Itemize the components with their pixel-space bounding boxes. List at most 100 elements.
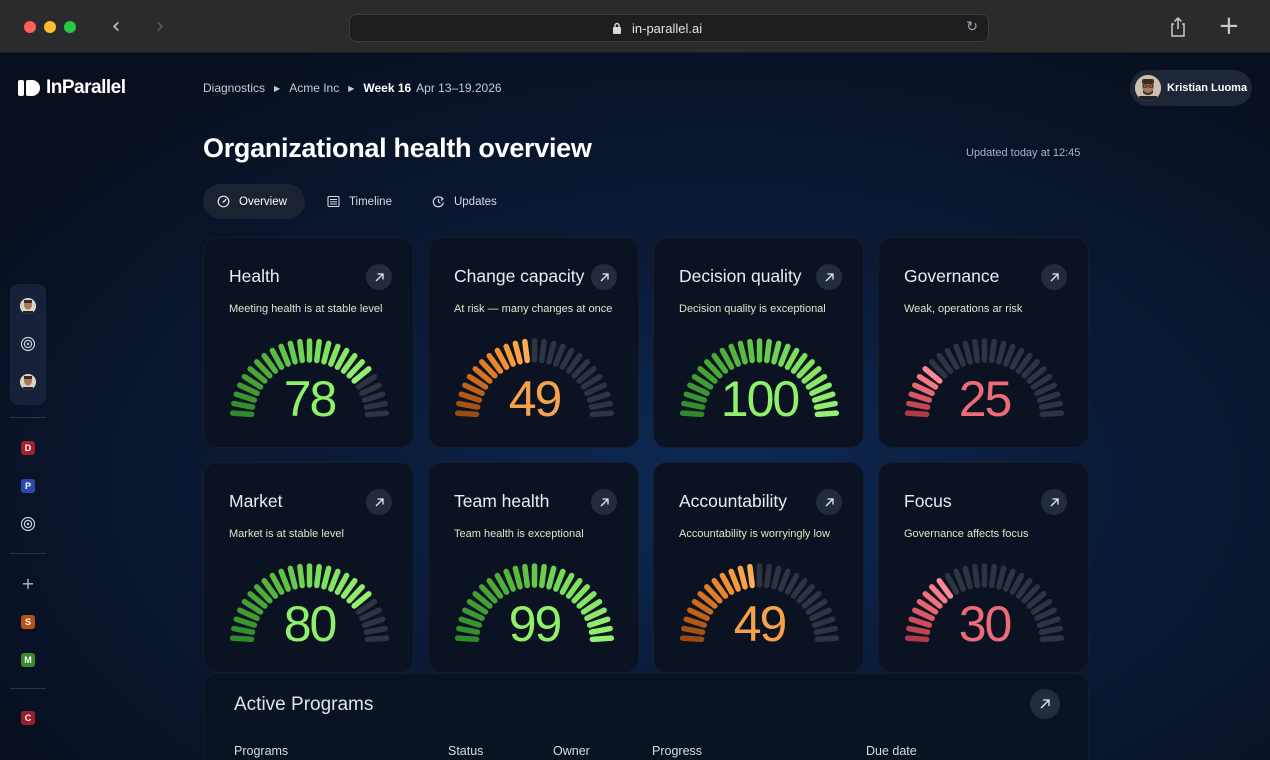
rail-target-item-2[interactable] (18, 514, 38, 534)
rail-item-m[interactable]: M (18, 650, 38, 670)
card-title: Team health (454, 491, 550, 511)
gauge-segment-empty (764, 563, 772, 589)
gauge-icon (217, 195, 230, 208)
open-card-button[interactable] (591, 264, 617, 290)
gauge-segment-filled (494, 347, 510, 370)
user-menu[interactable]: Kristian Luoma (1130, 70, 1252, 106)
brand-logo[interactable]: InParallel (18, 77, 126, 99)
column-header-due-date[interactable]: Due date (866, 744, 917, 758)
column-header-status[interactable]: Status (448, 744, 484, 758)
rail-user-avatar[interactable] (18, 296, 38, 316)
gauge-segment-filled (778, 343, 791, 367)
metric-card-change-capacity[interactable]: Change capacity At risk — many changes a… (428, 237, 639, 448)
gauge-segment-empty (1003, 343, 1016, 367)
rail-target-item[interactable] (18, 334, 38, 354)
avatar (20, 298, 36, 314)
new-tab-button[interactable]: + (1218, 11, 1240, 41)
rail-item-d[interactable]: D (18, 438, 38, 458)
metric-card-health[interactable]: Health Meeting health is at stable level… (203, 237, 414, 448)
gauge-segment-filled (233, 391, 258, 403)
gauge-segment-filled (462, 607, 485, 622)
column-header-programs[interactable]: Programs (234, 744, 289, 758)
tab-timeline[interactable]: Timeline (313, 184, 410, 219)
gauge-segment-filled (704, 359, 723, 379)
gauge-segment-filled (334, 347, 350, 370)
gauge-segment-empty (580, 373, 603, 390)
gauge-segment-filled (704, 584, 723, 604)
metric-card-accountability[interactable]: Accountability Accountability is worryin… (653, 462, 864, 673)
gauge-segment-filled (904, 635, 930, 643)
rail-divider (10, 417, 46, 418)
gauge-segment-empty (363, 625, 388, 635)
score-gauge (229, 563, 390, 643)
metric-card-decision-quality[interactable]: Decision quality Decision quality is exc… (653, 237, 864, 448)
arrow-up-right-icon (600, 272, 609, 281)
open-card-button[interactable] (366, 489, 392, 515)
open-card-button[interactable] (591, 489, 617, 515)
column-header-owner[interactable]: Owner (553, 744, 590, 758)
gauge-segment-filled (936, 577, 954, 599)
address-bar[interactable]: in-parallel.ai ↻ (349, 14, 989, 42)
open-card-button[interactable] (816, 264, 842, 290)
tab-updates[interactable]: Updates (418, 184, 515, 219)
column-header-progress[interactable]: Progress (652, 744, 703, 758)
gauge-segment-filled (679, 635, 705, 643)
reload-icon[interactable]: ↻ (966, 19, 978, 35)
breadcrumb-company[interactable]: Acme Inc (289, 81, 340, 95)
open-card-button[interactable] (1041, 489, 1067, 515)
score-value: 30 (958, 596, 1013, 652)
breadcrumb-diagnostics[interactable]: Diagnostics (203, 81, 266, 95)
gauge-segment-filled (297, 563, 305, 589)
rail-item-p[interactable]: P (18, 476, 38, 496)
rail-add-button[interactable]: + (18, 573, 38, 593)
gauge-segment-filled (553, 568, 566, 592)
gauge-segment-filled (472, 366, 493, 384)
gauge-segment-filled (503, 343, 516, 367)
open-card-button[interactable] (366, 264, 392, 290)
gauge-segment-filled (241, 373, 264, 390)
share-icon[interactable] (1168, 16, 1188, 38)
gauge-segment-empty (1021, 359, 1040, 379)
user-name: Kristian Luoma (1167, 82, 1248, 94)
metric-card-focus[interactable]: Focus Governance affects focus 30 (878, 462, 1089, 673)
gauge-segment-filled (472, 591, 493, 609)
rail-user-avatar-2[interactable] (18, 372, 38, 392)
rail-item-s[interactable]: S (18, 612, 38, 632)
timeline-icon (327, 195, 340, 208)
gauge-segment-empty (790, 577, 808, 599)
tab-overview[interactable]: Overview (203, 184, 305, 219)
gauge-segment-filled (458, 616, 483, 628)
gauge-segment-empty (588, 400, 613, 410)
gauge-segment-filled (229, 410, 255, 418)
metric-card-governance[interactable]: Governance Weak, operations ar risk 25 (878, 237, 1089, 448)
metric-card-market[interactable]: Market Market is at stable level 80 (203, 462, 414, 673)
gauge-segment-empty (962, 340, 973, 365)
card-subtitle: Decision quality is exceptional (679, 303, 826, 315)
minimize-window-button[interactable] (44, 21, 56, 33)
open-card-button[interactable] (1041, 264, 1067, 290)
gauge-segment-filled (456, 400, 481, 410)
score-value: 25 (958, 371, 1013, 427)
gauge-segment-filled (254, 359, 273, 379)
gauge-segment-empty (565, 352, 583, 374)
rail-item-c[interactable]: C (18, 708, 38, 728)
gauge-segment-filled (546, 565, 557, 590)
back-button[interactable]: ‹ (111, 14, 121, 39)
open-programs-button[interactable] (1030, 689, 1060, 719)
gauge-segment-empty (571, 359, 590, 379)
close-window-button[interactable] (24, 21, 36, 33)
gauge-segment-filled (522, 563, 530, 589)
gauge-segment-filled (462, 382, 485, 397)
gauge-segment-empty (1036, 616, 1061, 628)
maximize-window-button[interactable] (64, 21, 76, 33)
gauge-segment-filled (728, 343, 741, 367)
open-card-button[interactable] (816, 489, 842, 515)
gauge-segment-filled (458, 391, 483, 403)
gauge-segment-filled (269, 347, 285, 370)
app-page: InParallel Diagnostics ▶ Acme Inc ▶ Week… (0, 53, 1270, 760)
forward-button[interactable]: › (155, 14, 165, 39)
breadcrumb-week[interactable]: Week 16 (363, 81, 412, 95)
card-subtitle: Market is at stable level (229, 528, 344, 540)
gauge-segment-empty (771, 565, 782, 590)
metric-card-team-health[interactable]: Team health Team health is exceptional 9… (428, 462, 639, 673)
